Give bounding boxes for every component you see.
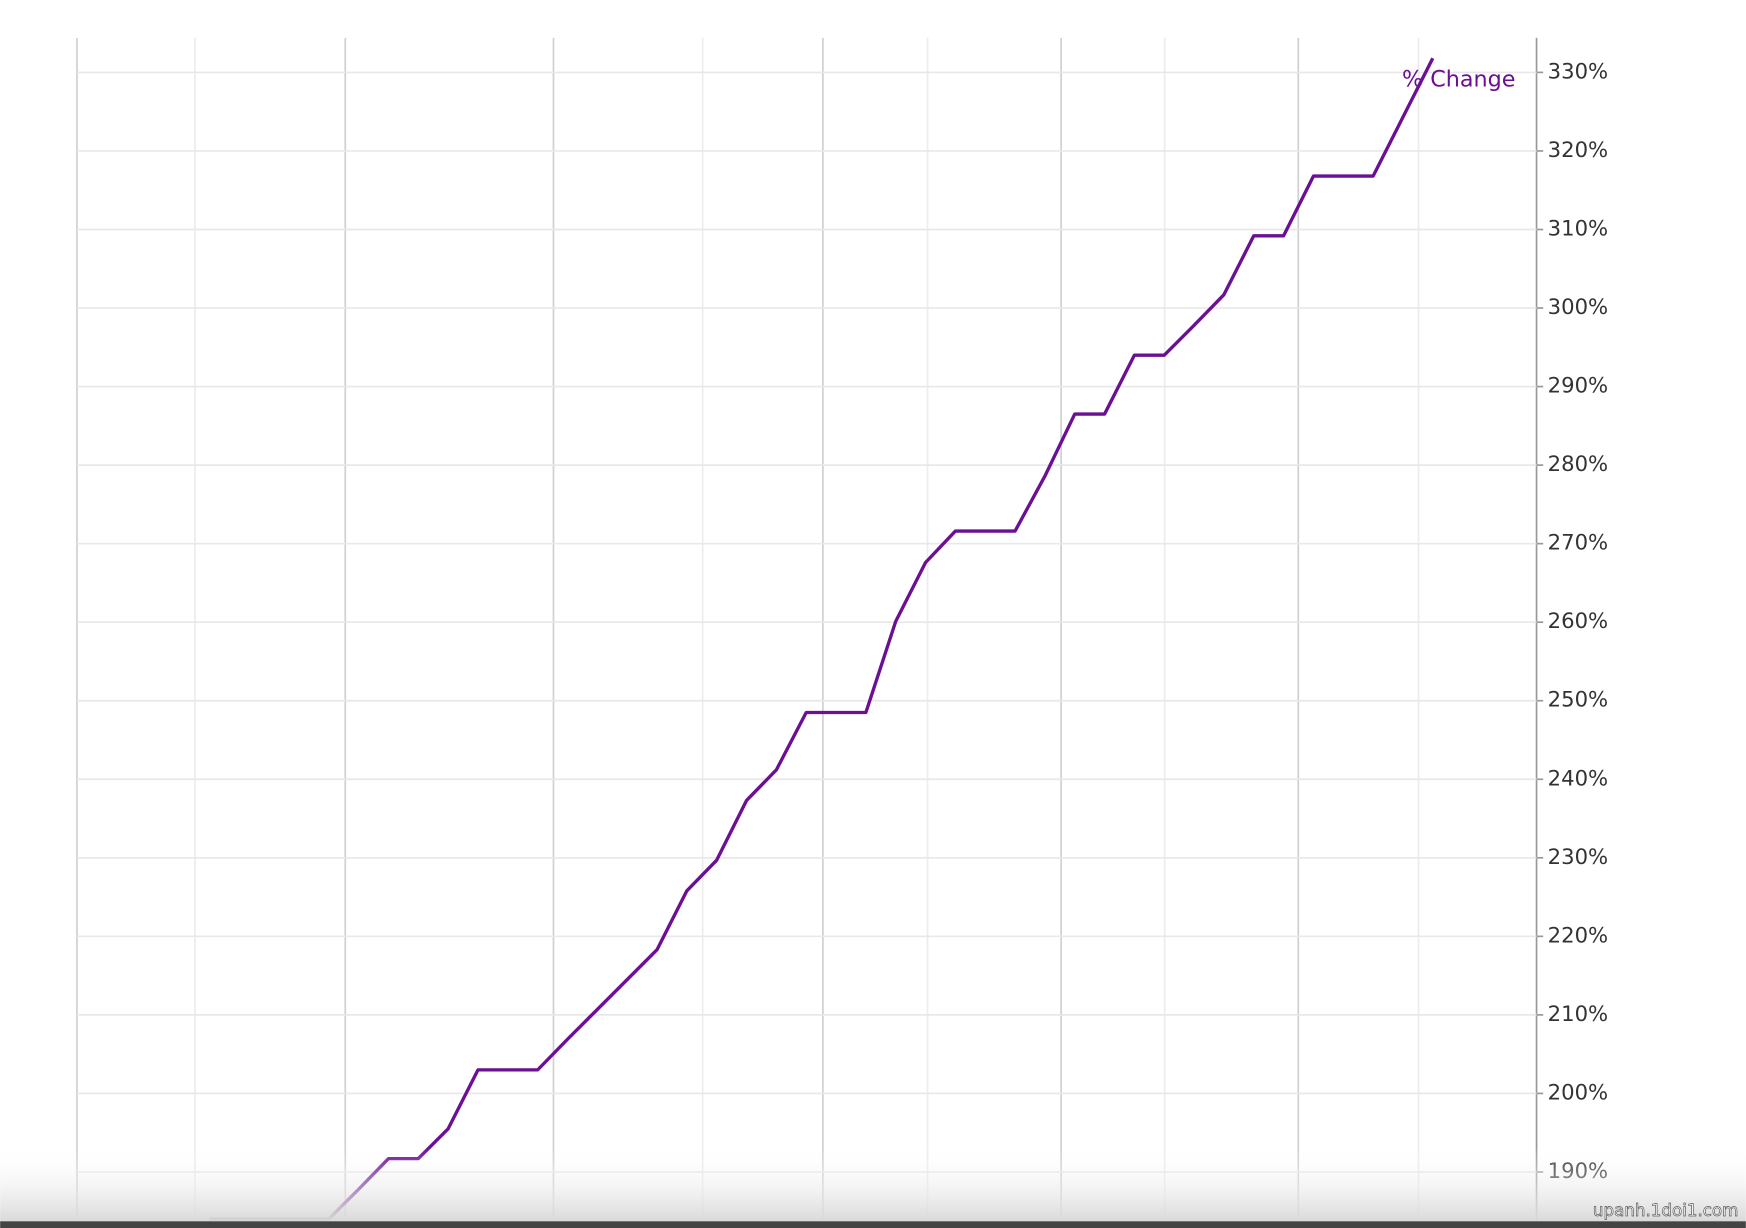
y-tick-label: 250%	[1548, 687, 1608, 712]
bottom-bar	[0, 1221, 1746, 1228]
y-tick-label: 320%	[1548, 137, 1608, 162]
series-label: % Change	[1402, 67, 1515, 93]
y-tick-label: 290%	[1548, 373, 1608, 398]
y-tick-label: 220%	[1548, 922, 1608, 947]
y-tick-label: 270%	[1548, 530, 1608, 555]
y-tick-label: 230%	[1548, 844, 1608, 869]
y-tick-label: 280%	[1548, 451, 1608, 476]
y-tick-label: 240%	[1548, 765, 1608, 790]
y-tick-label: 310%	[1548, 215, 1608, 240]
watermark: upanh.1doi1.com	[1593, 1201, 1738, 1220]
data-line	[209, 57, 1435, 1221]
y-tick-label: 300%	[1548, 294, 1608, 319]
bottom-shade	[0, 1146, 1746, 1223]
vertical-grid	[76, 37, 1420, 1220]
y-tick-label: 210%	[1548, 1001, 1608, 1026]
y-tick-label: 200%	[1548, 1079, 1608, 1104]
y-tick-label: 260%	[1548, 608, 1608, 633]
y-tick-label: 330%	[1548, 58, 1608, 83]
